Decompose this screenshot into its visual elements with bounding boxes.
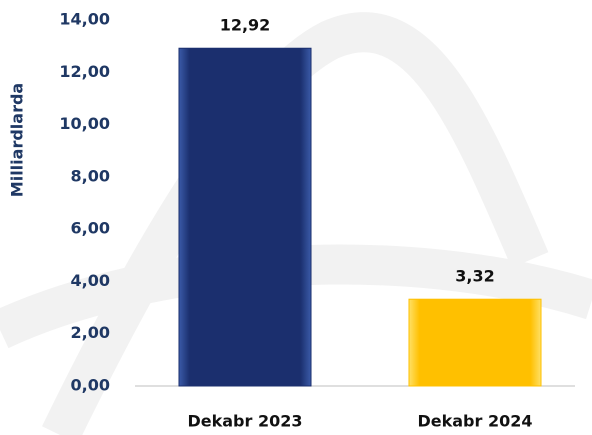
y-tick-label: 0,00	[71, 376, 110, 395]
y-tick-label: 8,00	[71, 166, 110, 185]
value-label: 3,32	[455, 267, 494, 286]
y-tick-label: 6,00	[71, 219, 110, 238]
bar	[178, 47, 312, 387]
bar	[408, 298, 542, 387]
y-tick-label: 2,00	[71, 323, 110, 342]
y-tick-label: 4,00	[71, 271, 110, 290]
x-tick-label: Dekabr 2023	[187, 412, 302, 431]
y-axis-label: Milliardlarda	[8, 83, 27, 197]
y-tick-label: 12,00	[59, 62, 110, 81]
value-label: 12,92	[220, 16, 271, 35]
y-tick-label: 14,00	[59, 10, 110, 29]
x-tick-label: Dekabr 2024	[417, 412, 532, 431]
y-tick-label: 10,00	[59, 114, 110, 133]
